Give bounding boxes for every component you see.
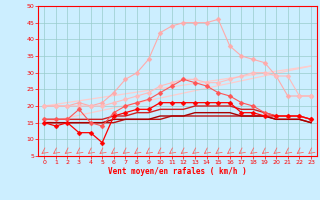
X-axis label: Vent moyen/en rafales ( km/h ): Vent moyen/en rafales ( km/h ) [108,167,247,176]
